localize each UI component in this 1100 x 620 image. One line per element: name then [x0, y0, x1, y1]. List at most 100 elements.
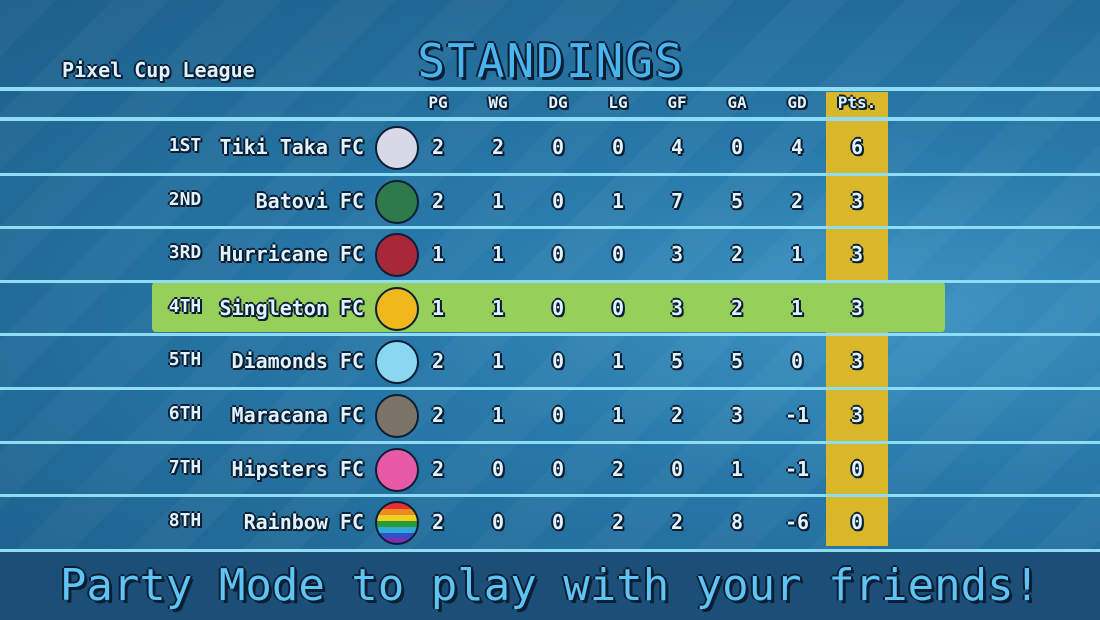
column-header: GF — [667, 93, 687, 112]
rank: 3RD — [168, 242, 202, 264]
table-row[interactable]: 3RD Hurricane FC 1 1 0 0 3 2 1 3 — [0, 226, 1100, 282]
column-header: Pts. — [837, 93, 877, 112]
table-row[interactable]: 1ST Tiki Taka FC 2 2 0 0 4 0 4 6 — [0, 121, 1100, 175]
stat-ga: 0 — [730, 135, 744, 159]
row-divider — [0, 333, 1100, 337]
stat-pg: 1 — [431, 242, 445, 267]
rank: 8TH — [168, 510, 202, 532]
stat-lg: 0 — [611, 295, 625, 320]
stat-pg: 2 — [431, 135, 445, 159]
stat-lg: 1 — [611, 349, 625, 374]
promo-banner: Party Mode to play with your friends! — [0, 549, 1100, 620]
stat-gf: 3 — [670, 242, 684, 267]
stat-gd: -6 — [784, 510, 810, 535]
rank: 2ND — [168, 188, 202, 210]
table-row[interactable]: 4TH Singleton FC 1 1 0 0 3 2 1 3 — [0, 279, 1100, 336]
team-badge-icon — [375, 126, 419, 170]
table-row[interactable]: 5TH Diamonds FC 2 1 0 1 5 5 0 3 — [0, 333, 1100, 389]
stat-wg: 1 — [491, 295, 505, 320]
page-title: Standings — [417, 34, 685, 88]
stat-wg: 2 — [491, 135, 505, 159]
column-header: PG — [428, 93, 448, 112]
stat-pts: 3 — [850, 403, 864, 427]
row-divider — [0, 172, 1100, 176]
team-badge-icon — [375, 179, 419, 224]
table-row[interactable]: 2ND Batovi FC 2 1 0 1 7 5 2 3 — [0, 172, 1100, 229]
stat-dg: 0 — [551, 403, 565, 427]
stat-dg: 0 — [551, 295, 565, 320]
stat-gd: 2 — [790, 188, 804, 213]
stat-wg: 0 — [491, 456, 505, 481]
stat-lg: 2 — [611, 510, 625, 535]
rank: 6TH — [168, 403, 202, 424]
row-divider — [0, 440, 1100, 444]
divider — [0, 117, 1100, 121]
stat-ga: 8 — [730, 510, 744, 535]
row-divider — [0, 279, 1100, 283]
stat-pg: 2 — [431, 403, 445, 427]
rank: 4TH — [168, 295, 202, 317]
stat-ga: 5 — [730, 188, 744, 213]
row-divider — [0, 387, 1100, 390]
stat-pg: 2 — [431, 510, 445, 535]
stat-gf: 5 — [670, 349, 684, 374]
stat-wg: 1 — [491, 242, 505, 267]
team-badge-icon — [375, 447, 419, 492]
stat-pg: 2 — [431, 349, 445, 374]
stat-gf: 3 — [670, 295, 684, 320]
stat-ga: 2 — [730, 242, 744, 267]
stat-ga: 1 — [730, 456, 744, 481]
team-badge-icon — [375, 340, 419, 385]
stat-lg: 1 — [611, 188, 625, 213]
stat-lg: 1 — [611, 403, 625, 427]
stat-ga: 2 — [730, 295, 744, 320]
stat-wg: 0 — [491, 510, 505, 535]
team-name: Maracana FC — [231, 403, 364, 427]
team-name: Rainbow FC — [243, 510, 364, 535]
table-row[interactable]: 6TH Maracana FC 2 1 0 1 2 3 -1 3 — [0, 387, 1100, 443]
stat-gd: 1 — [790, 295, 804, 320]
stat-pg: 2 — [431, 456, 445, 481]
stat-pg: 1 — [431, 295, 445, 320]
table-row[interactable]: 8TH Rainbow FC 2 0 0 2 2 8 -6 0 — [0, 494, 1100, 550]
stat-wg: 1 — [491, 349, 505, 374]
stat-gf: 4 — [670, 135, 684, 159]
stat-pts: 3 — [850, 295, 864, 320]
player-team-highlight — [152, 282, 945, 332]
stat-dg: 0 — [551, 242, 565, 267]
stat-gf: 2 — [670, 510, 684, 535]
table-row[interactable]: 7TH Hipsters FC 2 0 0 2 0 1 -1 0 — [0, 440, 1100, 497]
stat-gd: 0 — [790, 349, 804, 374]
league-name: Pixel Cup League — [62, 58, 255, 82]
team-badge-icon — [375, 501, 419, 546]
team-badge-icon — [375, 394, 419, 438]
stat-dg: 0 — [551, 349, 565, 374]
stat-pts: 3 — [850, 242, 864, 267]
stat-gd: -1 — [784, 456, 810, 481]
column-header: GD — [787, 93, 807, 112]
team-name: Batovi FC — [255, 188, 364, 213]
stat-gd: 4 — [790, 135, 804, 159]
rank: 5TH — [168, 349, 202, 371]
stat-lg: 0 — [611, 242, 625, 267]
column-header: WG — [488, 93, 508, 112]
divider — [0, 87, 1100, 91]
stat-pts: 0 — [850, 456, 864, 481]
stat-lg: 0 — [611, 135, 625, 159]
column-header: GA — [727, 93, 747, 112]
team-name: Hipsters FC — [231, 456, 364, 481]
team-name: Hurricane FC — [219, 242, 365, 267]
stat-ga: 5 — [730, 349, 744, 374]
stat-pg: 2 — [431, 188, 445, 213]
stat-wg: 1 — [491, 188, 505, 213]
stat-ga: 3 — [730, 403, 744, 427]
row-divider — [0, 494, 1100, 498]
banner-text: Party Mode to play with your friends! — [59, 560, 1041, 611]
stat-gd: 1 — [790, 242, 804, 267]
stat-dg: 0 — [551, 456, 565, 481]
stat-dg: 0 — [551, 188, 565, 213]
stat-pts: 6 — [850, 135, 864, 159]
rank: 1ST — [168, 135, 202, 156]
row-divider — [0, 226, 1100, 230]
stat-gf: 7 — [670, 188, 684, 213]
